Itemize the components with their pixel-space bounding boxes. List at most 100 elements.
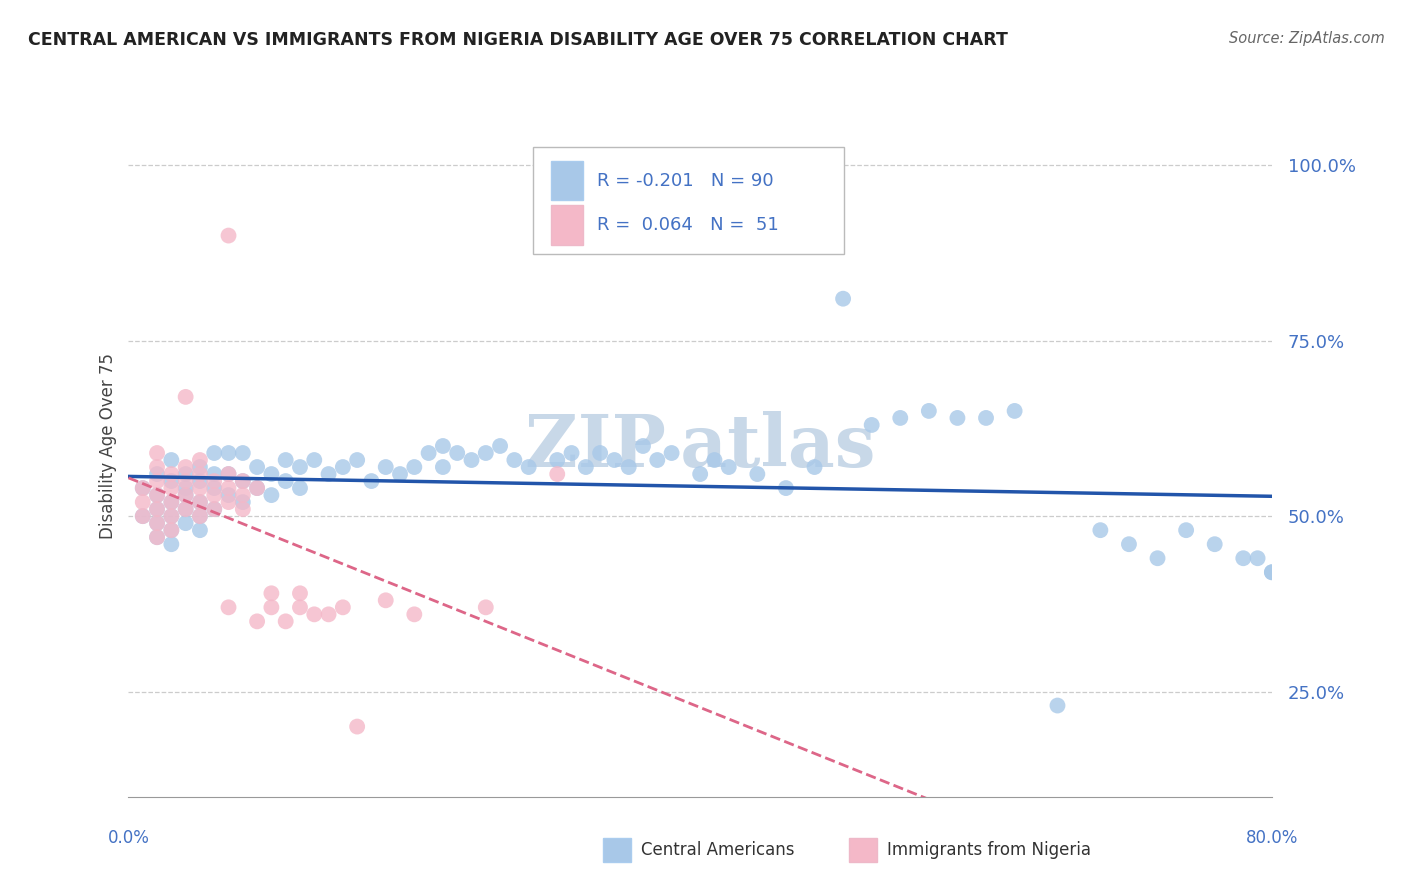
Text: ZIP atlas: ZIP atlas: [524, 410, 876, 482]
Point: [146, 530, 169, 544]
Point: [160, 509, 183, 524]
Point: [188, 460, 211, 475]
Point: [1204, 537, 1226, 551]
Point: [218, 467, 240, 481]
Point: [146, 530, 169, 544]
Point: [174, 474, 197, 488]
Point: [974, 411, 997, 425]
Point: [1261, 566, 1284, 580]
Point: [432, 460, 454, 475]
Point: [160, 495, 183, 509]
Point: [332, 600, 354, 615]
Point: [146, 446, 169, 460]
Text: 80.0%: 80.0%: [1246, 829, 1298, 847]
Point: [202, 502, 225, 516]
Point: [188, 523, 211, 537]
Point: [160, 537, 183, 551]
Point: [803, 460, 825, 475]
Point: [232, 502, 254, 516]
Point: [661, 446, 683, 460]
Point: [589, 446, 612, 460]
Point: [274, 615, 297, 629]
Point: [446, 446, 468, 460]
Point: [160, 509, 183, 524]
Point: [274, 453, 297, 467]
Point: [432, 439, 454, 453]
Point: [1004, 404, 1026, 418]
Point: [146, 474, 169, 488]
Point: [747, 467, 769, 481]
Point: [631, 439, 654, 453]
Point: [232, 474, 254, 488]
Point: [202, 467, 225, 481]
Point: [174, 488, 197, 502]
Point: [160, 481, 183, 495]
Point: [174, 481, 197, 495]
Point: [1090, 523, 1112, 537]
Point: [404, 607, 426, 622]
Point: [645, 453, 668, 467]
Point: [346, 720, 368, 734]
Text: Source: ZipAtlas.com: Source: ZipAtlas.com: [1229, 31, 1385, 46]
Point: [603, 453, 626, 467]
Point: [202, 446, 225, 460]
Point: [202, 502, 225, 516]
Point: [304, 453, 326, 467]
Point: [489, 439, 512, 453]
Point: [288, 481, 311, 495]
Point: [160, 474, 183, 488]
Point: [575, 460, 598, 475]
Point: [246, 460, 269, 475]
Point: [288, 600, 311, 615]
Point: [246, 481, 269, 495]
Point: [1232, 551, 1254, 566]
Point: [202, 488, 225, 502]
Point: [689, 467, 711, 481]
Point: [218, 495, 240, 509]
Point: [202, 474, 225, 488]
Point: [703, 453, 725, 467]
Point: [218, 467, 240, 481]
Point: [146, 502, 169, 516]
Point: [174, 502, 197, 516]
Point: [132, 495, 155, 509]
Point: [546, 453, 568, 467]
Point: [918, 404, 941, 418]
Point: [318, 467, 340, 481]
Point: [146, 516, 169, 531]
Point: [188, 509, 211, 524]
Text: R = -0.201   N = 90: R = -0.201 N = 90: [596, 172, 773, 190]
Text: Central Americans: Central Americans: [641, 841, 794, 859]
Point: [404, 460, 426, 475]
Point: [1146, 551, 1168, 566]
Point: [946, 411, 969, 425]
Point: [374, 460, 396, 475]
Point: [546, 467, 568, 481]
Point: [475, 600, 498, 615]
Point: [1118, 537, 1140, 551]
Point: [188, 509, 211, 524]
Point: [232, 495, 254, 509]
Point: [617, 460, 640, 475]
Point: [418, 446, 440, 460]
Point: [218, 600, 240, 615]
Point: [260, 586, 283, 600]
Point: [132, 481, 155, 495]
Point: [475, 446, 498, 460]
Point: [218, 228, 240, 243]
Point: [188, 453, 211, 467]
Point: [160, 495, 183, 509]
Point: [174, 502, 197, 516]
Point: [188, 467, 211, 481]
Point: [218, 481, 240, 495]
Point: [160, 523, 183, 537]
Point: [332, 460, 354, 475]
Text: Immigrants from Nigeria: Immigrants from Nigeria: [887, 841, 1091, 859]
Point: [260, 488, 283, 502]
Y-axis label: Disability Age Over 75: Disability Age Over 75: [100, 353, 117, 539]
Text: R =  0.064   N =  51: R = 0.064 N = 51: [596, 216, 779, 234]
Point: [174, 390, 197, 404]
Point: [146, 516, 169, 531]
Point: [146, 488, 169, 502]
Point: [174, 516, 197, 531]
